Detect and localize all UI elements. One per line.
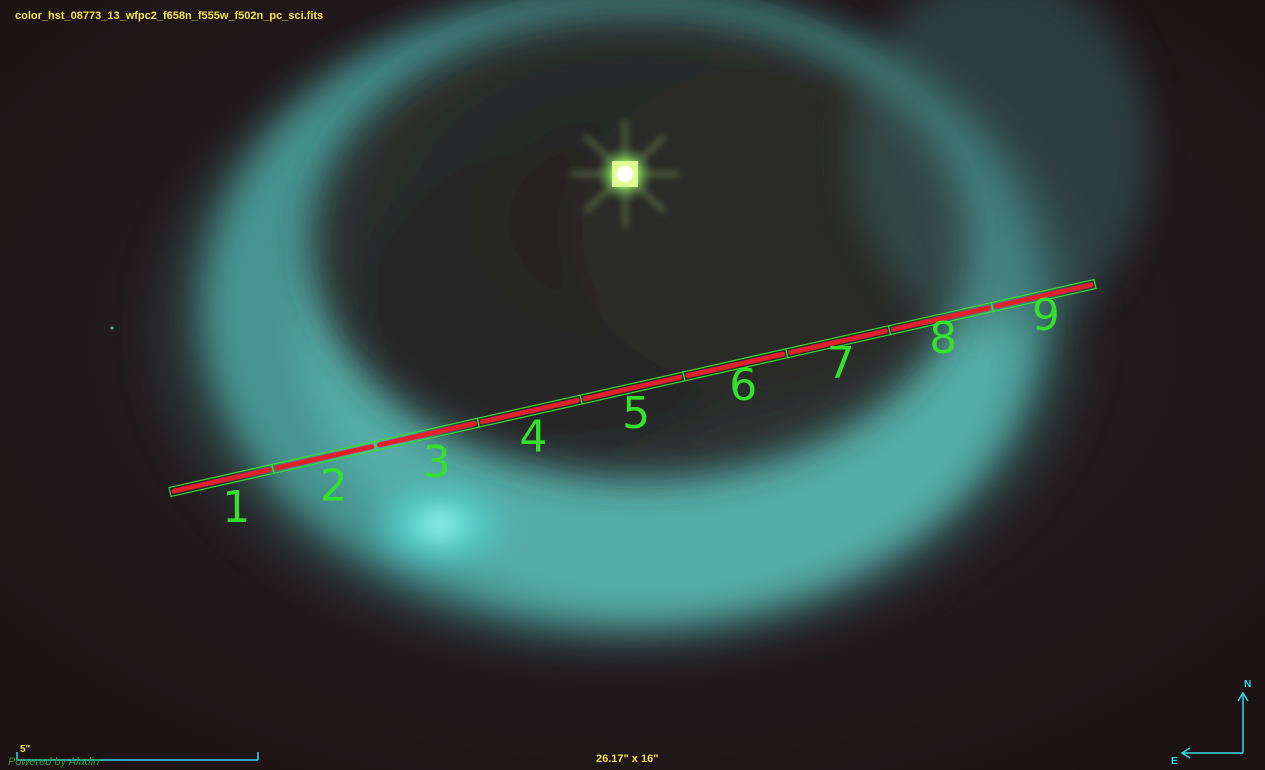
slit-segment-6[interactable] — [685, 351, 786, 379]
nebula-interior — [310, 10, 970, 480]
scale-bar-label: 5" — [20, 744, 31, 755]
slit-segment-label: 6 — [729, 360, 757, 411]
slit-segment-label: 1 — [222, 482, 250, 533]
slit-overlay[interactable]: 1 2 3 4 5 6 7 8 9 — [168, 278, 1097, 534]
slit-segment-5[interactable] — [582, 374, 683, 402]
slit-segment-label: 5 — [622, 388, 650, 439]
field-of-view-label: 26.17" x 16" — [596, 753, 659, 765]
slit-segment-1[interactable] — [171, 467, 272, 494]
bright-region — [365, 477, 515, 573]
scale-bar — [16, 752, 259, 761]
slit-segment-label: 8 — [929, 313, 957, 364]
slit-segment-4[interactable] — [479, 397, 580, 425]
slit-segment-3[interactable] — [377, 421, 477, 448]
slit-segment-label: 3 — [423, 437, 451, 488]
slit-segment-outline[interactable] — [990, 278, 1097, 313]
north-arrow-head — [1237, 691, 1249, 702]
slit-segment-label: 9 — [1032, 290, 1060, 341]
slit-segment-label: 4 — [519, 411, 547, 462]
slit-segment-label: 7 — [827, 338, 855, 389]
powered-by-aladin: Powered by Aladin — [8, 756, 100, 768]
slit-segment-2[interactable] — [274, 444, 375, 471]
east-arrow-head — [1180, 747, 1191, 759]
slit-segment-9[interactable] — [993, 282, 1094, 309]
central-star[interactable] — [570, 120, 680, 228]
image-file-name: color_hst_08773_13_wfpc2_f658n_f555w_f50… — [15, 10, 324, 22]
slit-segment-label: 2 — [320, 460, 348, 511]
faint-star — [110, 326, 114, 330]
compass-north-label: N — [1244, 679, 1252, 690]
slit-segment-8[interactable] — [890, 305, 991, 332]
slit-segment-7[interactable] — [788, 328, 888, 355]
compass — [1180, 691, 1249, 759]
compass-east-label: E — [1171, 756, 1178, 767]
